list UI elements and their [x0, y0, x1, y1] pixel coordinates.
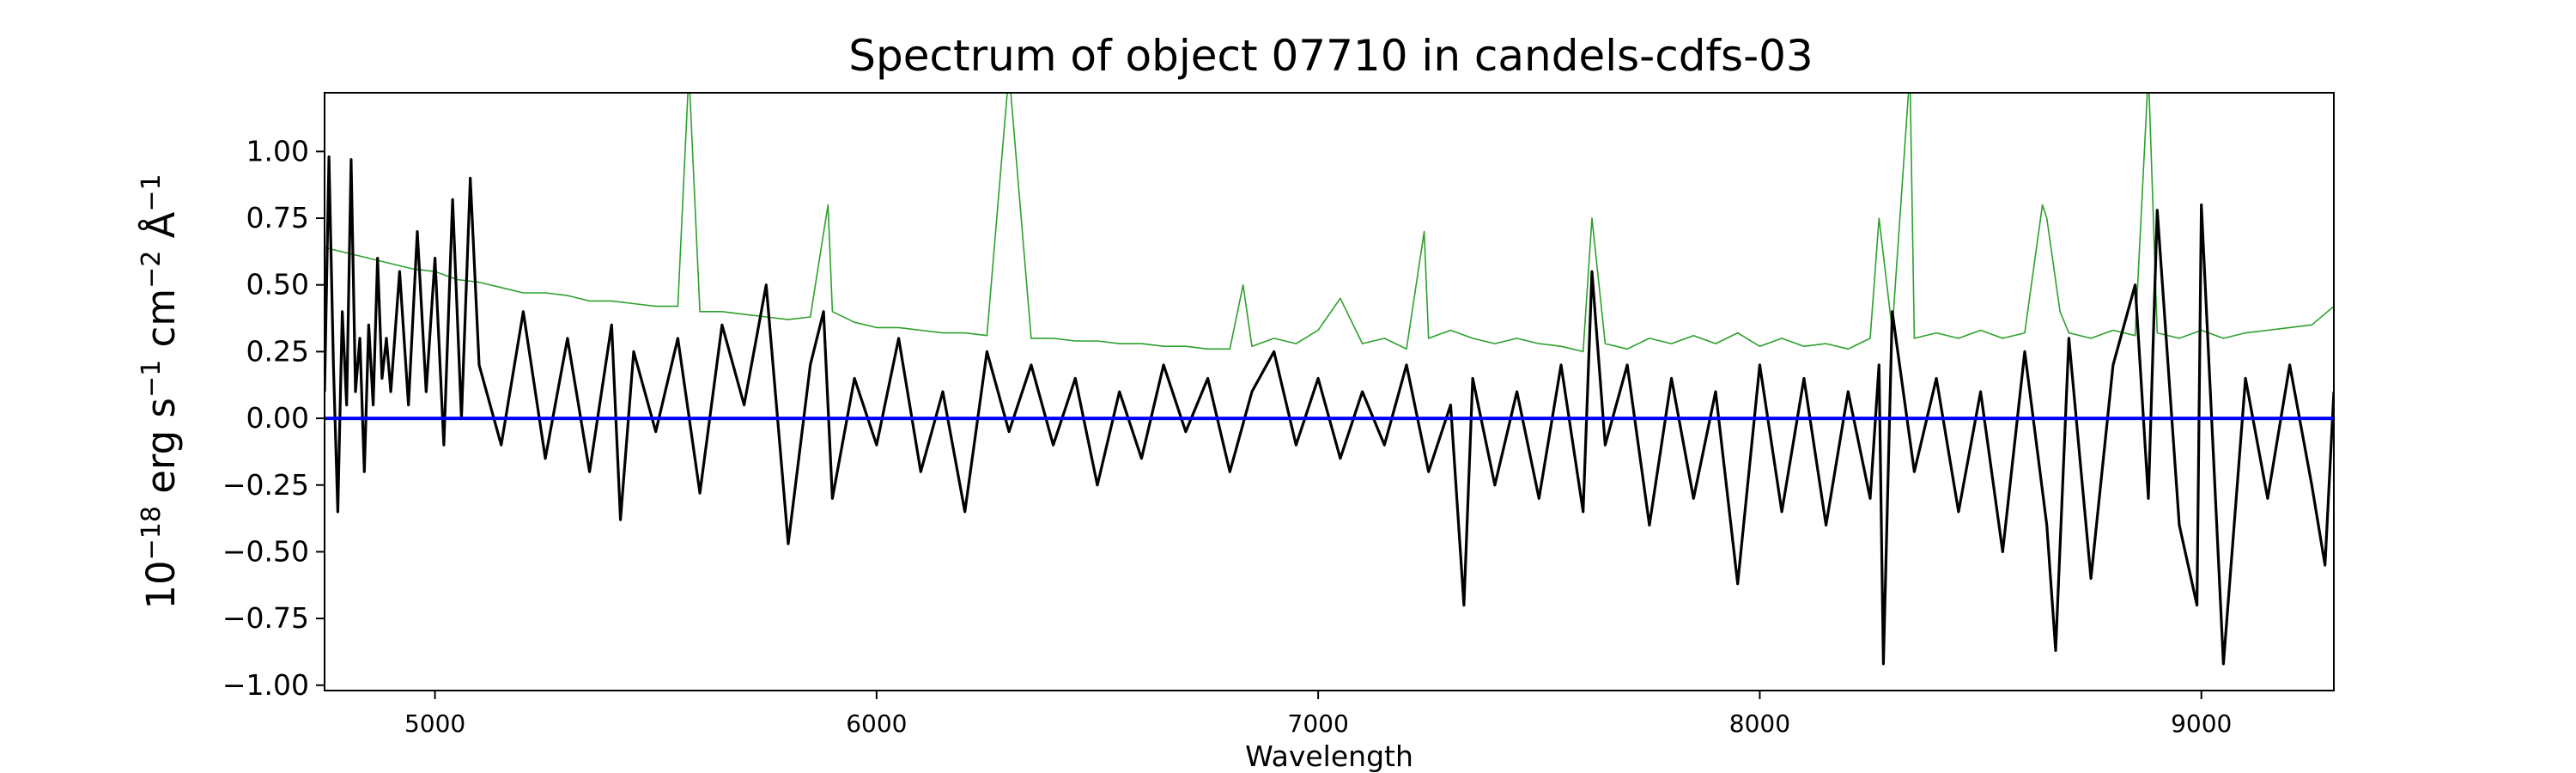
y-tick-label: −1.00 [222, 668, 309, 702]
x-tick-label: 8000 [1729, 709, 1790, 738]
y-tick-label: 0.25 [246, 334, 309, 368]
x-tick-label: 5000 [404, 709, 465, 738]
x-tick-label: 6000 [846, 709, 907, 738]
x-axis-label: Wavelength [1245, 740, 1413, 773]
series-line-flux [325, 155, 2334, 666]
y-tick-label: 0.75 [246, 201, 309, 234]
y-tick-label: 0.00 [246, 401, 309, 435]
x-axis: 5000 6000 7000 8000 9000 [404, 691, 2232, 738]
x-tick-label: 9000 [2171, 709, 2232, 738]
y-tick-label: 0.50 [246, 268, 309, 301]
chart-title: Spectrum of object 07710 in candels-cdfs… [848, 31, 1814, 81]
y-tick-label: 1.00 [246, 134, 309, 167]
y-axis-label: 10−18 erg s−1 cm−2 Å−1 [137, 173, 185, 609]
y-tick-label: −0.25 [222, 468, 309, 502]
y-axis: −1.00 −0.75 −0.50 −0.25 0.00 0.25 0.50 0.75 1.00 [222, 134, 325, 702]
series-line-error [325, 93, 2334, 353]
plot-frame [324, 92, 2335, 691]
y-tick-label: −0.50 [222, 534, 309, 568]
plot-area [324, 92, 2335, 691]
y-tick-label: −0.75 [222, 601, 309, 635]
x-tick-label: 7000 [1288, 709, 1349, 738]
